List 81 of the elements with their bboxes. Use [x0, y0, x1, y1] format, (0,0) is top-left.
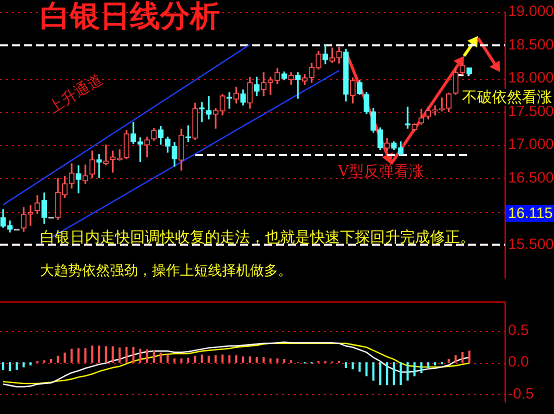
text: 16.115: [506, 205, 554, 222]
bar: [70, 348, 73, 363]
bar: [392, 362, 395, 386]
bar: [256, 357, 258, 363]
y-tick-label: 16.500: [508, 169, 554, 186]
bar: [16, 362, 18, 370]
bar: [372, 362, 374, 381]
bar: [112, 346, 114, 363]
candlestick: [76, 165, 82, 194]
bar: [228, 355, 230, 363]
candlestick: [268, 76, 274, 95]
bar: [194, 356, 196, 363]
bar: [242, 356, 244, 363]
bar: [379, 362, 382, 386]
bar: [56, 356, 60, 363]
bar: [434, 362, 436, 366]
bar: [352, 362, 354, 370]
bar: [276, 358, 278, 363]
bar: [146, 349, 148, 363]
bar: [22, 362, 25, 368]
bar: [365, 362, 368, 376]
bar: [208, 356, 210, 363]
candlestick: [103, 144, 109, 166]
bar: [448, 358, 450, 363]
y-tick-label: 0.0: [508, 354, 529, 371]
bar: [180, 358, 182, 363]
candlestick: [199, 102, 205, 122]
bar: [235, 355, 238, 363]
bar: [8, 362, 12, 372]
bar: [400, 362, 402, 386]
y-tick-label: 18.000: [508, 70, 554, 87]
annotation: 大趋势依然强劲，操作上短线择机做多。: [40, 263, 292, 280]
bar: [104, 346, 108, 363]
bar: [461, 352, 464, 363]
y-tick-label: 17.000: [508, 136, 554, 154]
candlestick: [295, 72, 301, 99]
bar: [468, 350, 470, 363]
bar: [125, 346, 128, 363]
annotation: 不破依然看涨: [460, 89, 554, 106]
bar: [2, 362, 4, 370]
bar: [173, 358, 176, 363]
bar: [214, 355, 217, 363]
chart-title: 白银日线分析: [40, 0, 220, 34]
bar: [406, 362, 409, 381]
annotation: 上升通道: [45, 70, 106, 118]
bar: [200, 354, 204, 363]
bar: [29, 362, 32, 366]
bar: [187, 358, 190, 363]
bar: [64, 352, 66, 363]
y-tick-label: -0.5: [508, 385, 534, 402]
annotation: V型反弹看涨: [338, 162, 424, 180]
bar: [290, 360, 292, 363]
y-tick-label: 15.500: [508, 236, 554, 253]
bar: [77, 348, 80, 363]
bar: [43, 360, 46, 363]
bar: [118, 348, 121, 363]
bar: [427, 362, 430, 368]
bar: [386, 362, 388, 386]
bar: [160, 352, 162, 363]
bar: [262, 357, 265, 363]
annotation: 白银日内走快回调快收复的走法，也就是快速下探回升完成修正。: [40, 228, 475, 246]
bar: [221, 354, 224, 363]
bar: [420, 362, 422, 374]
bar: [454, 355, 457, 363]
bar: [91, 346, 94, 363]
bar: [248, 356, 252, 363]
bar: [98, 346, 100, 363]
bar: [269, 358, 272, 363]
bar: [132, 346, 134, 363]
bar: [413, 362, 416, 376]
bar: [344, 362, 348, 368]
bar: [358, 362, 361, 372]
bar: [152, 350, 156, 363]
bar: [283, 358, 286, 363]
y-tick-label: 18.500: [508, 36, 554, 54]
bar: [166, 354, 169, 363]
bar: [139, 348, 142, 363]
bar: [84, 348, 86, 363]
y-tick-label: 0.5: [508, 322, 529, 339]
bar: [50, 358, 52, 363]
y-tick-label: 19.000: [508, 3, 554, 20]
